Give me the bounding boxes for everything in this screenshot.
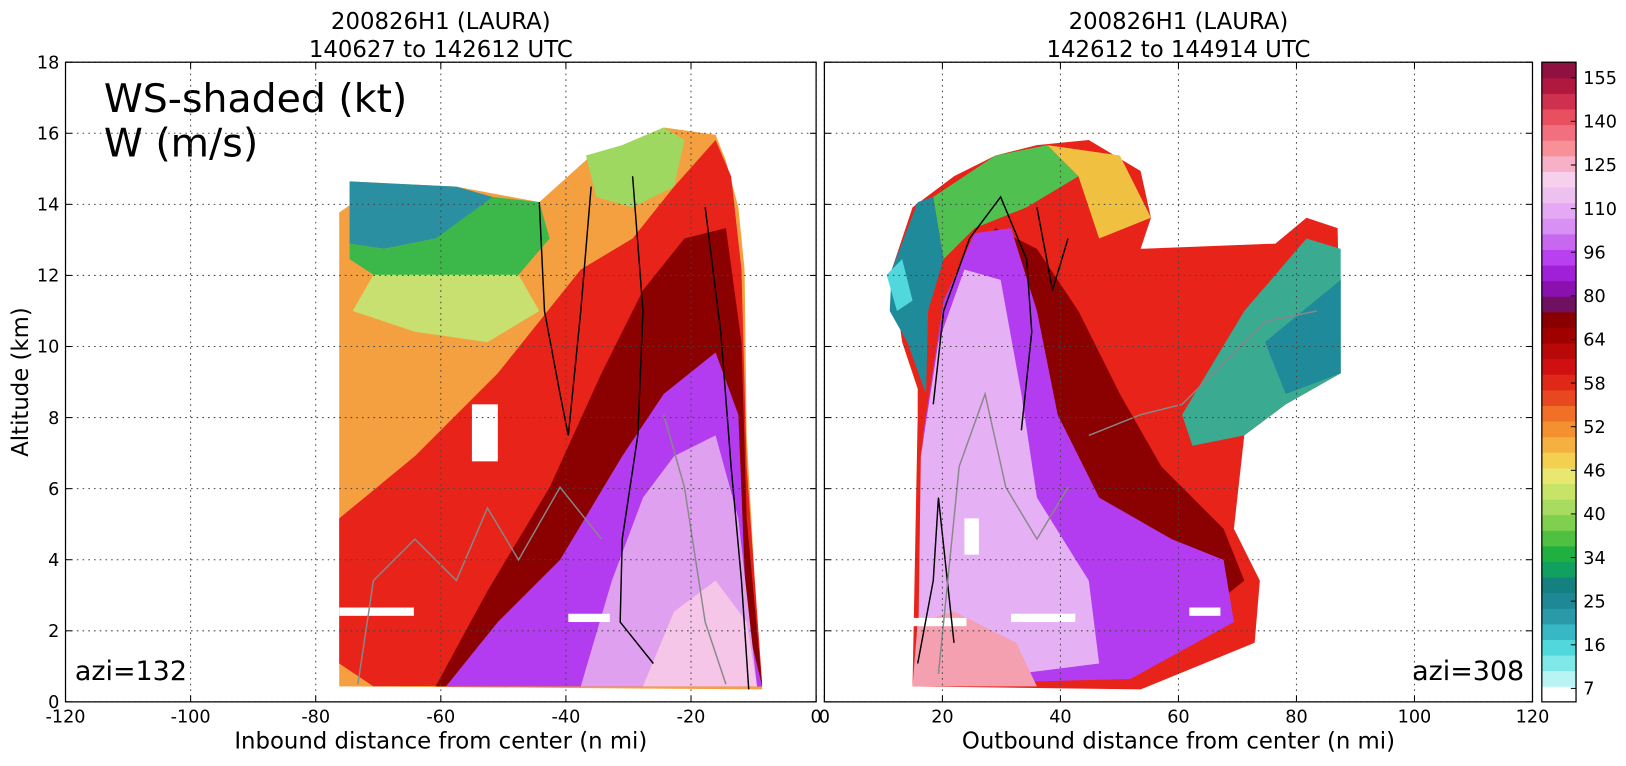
x-tick-label: -20 <box>677 708 706 728</box>
x-tick-label: 100 <box>1398 708 1432 728</box>
colorbar-tick-label: 155 <box>1583 69 1617 89</box>
y-tick-label: 8 <box>48 409 59 429</box>
colorbar-band <box>1541 202 1577 219</box>
colorbar-tick-label: 58 <box>1583 374 1605 394</box>
y-tick-label: 6 <box>48 480 59 500</box>
colorbar-band <box>1541 452 1577 469</box>
colorbar-band <box>1541 405 1577 422</box>
colorbar-band <box>1541 140 1577 157</box>
chart-subtitle: 142612 to 144914 UTC <box>1047 37 1311 63</box>
colorbar-band <box>1541 265 1577 282</box>
colorbar-band <box>1541 327 1577 344</box>
colorbar-band <box>1541 93 1577 110</box>
y-tick-label: 16 <box>37 124 59 144</box>
colorbar-band <box>1541 421 1577 438</box>
chart-subtitle: 140627 to 142612 UTC <box>309 37 573 63</box>
colorbar-band <box>1541 499 1577 516</box>
colorbar-band <box>1541 623 1577 640</box>
colorbar-tick-label: 46 <box>1583 462 1605 482</box>
colorbar-tick-label: 140 <box>1583 113 1617 133</box>
x-tick-label: -120 <box>46 708 86 728</box>
colorbar-band <box>1541 670 1577 687</box>
contour-label: W (m/s) <box>104 121 258 167</box>
colorbar-band <box>1541 514 1577 531</box>
x-tick-label: -80 <box>301 708 330 728</box>
colorbar-band <box>1541 187 1577 204</box>
colorbar-band <box>1541 592 1577 609</box>
x-tick-label: 0 <box>819 708 830 728</box>
colorbar-tick-label: 34 <box>1583 549 1605 569</box>
colorbar-band <box>1541 639 1577 656</box>
colorbar-tick-label: 52 <box>1583 418 1605 438</box>
y-tick-label: 0 <box>48 693 59 713</box>
field-label: WS-shaded (kt) <box>104 76 407 122</box>
contours <box>357 176 1317 690</box>
y-tick-label: 10 <box>37 338 59 358</box>
colorbar-band <box>1541 77 1577 94</box>
chart-title: 200826H1 (LAURA) <box>331 9 551 35</box>
colorbar-band <box>1541 296 1577 313</box>
chart-title: 200826H1 (LAURA) <box>1069 9 1289 35</box>
colorbar-tick-label: 25 <box>1583 592 1605 612</box>
x-tick-label: -100 <box>171 708 211 728</box>
y-tick-label: 12 <box>37 267 59 287</box>
colorbar-band <box>1541 249 1577 266</box>
plot-frame <box>64 61 817 703</box>
y-tick-label: 4 <box>48 551 59 571</box>
colorbar-band <box>1541 545 1577 562</box>
colorbar-band <box>1541 233 1577 250</box>
colorbar-band <box>1541 358 1577 375</box>
colorbar-band <box>1541 171 1577 188</box>
colorbar-band <box>1541 218 1577 235</box>
colorbar-band <box>1541 436 1577 453</box>
colorbar-band <box>1541 530 1577 547</box>
colorbar-band <box>1541 62 1577 79</box>
y-tick-label: 2 <box>48 622 59 642</box>
colorbar-band <box>1541 686 1577 703</box>
colorbar-tick-label: 125 <box>1583 156 1617 176</box>
x-tick-label: -40 <box>552 708 581 728</box>
x-axis-label: Inbound distance from center (n mi) <box>234 729 647 755</box>
x-tick-label: 0 <box>811 708 822 728</box>
colorbar-tick-label: 64 <box>1583 331 1605 351</box>
colorbar-tick-label: 16 <box>1583 636 1605 656</box>
colorbar-band <box>1541 280 1577 297</box>
colorbar-band <box>1541 343 1577 360</box>
colorbar-band <box>1541 655 1577 672</box>
colorbar-band <box>1541 311 1577 328</box>
x-tick-label: 60 <box>1167 708 1189 728</box>
colorbar-tick-label: 80 <box>1583 287 1605 307</box>
colorbar-band <box>1541 608 1577 625</box>
colorbar-band <box>1541 374 1577 391</box>
colorbar-band <box>1541 483 1577 500</box>
y-axis-label: Altitude (km) <box>8 307 34 457</box>
x-tick-label: 80 <box>1285 708 1307 728</box>
colorbar-band <box>1541 577 1577 594</box>
colorbar-tick-label: 40 <box>1583 505 1605 525</box>
colorbar-tick-label: 7 <box>1583 680 1594 700</box>
x-tick-label: -60 <box>426 708 455 728</box>
colorbar-band <box>1541 389 1577 406</box>
annotation: azi=308 <box>1412 656 1524 687</box>
x-tick-label: 20 <box>931 708 953 728</box>
x-tick-label: 40 <box>1049 708 1071 728</box>
colorbar-band <box>1541 467 1577 484</box>
y-tick-label: 14 <box>37 196 59 216</box>
x-tick-label: 120 <box>1516 708 1550 728</box>
colorbar-tick-label: 110 <box>1583 200 1617 220</box>
colorbar-band <box>1541 155 1577 172</box>
colorbar-band <box>1541 124 1577 141</box>
x-axis-label: Outbound distance from center (n mi) <box>962 729 1395 755</box>
annotation: azi=132 <box>75 656 187 687</box>
y-tick-label: 18 <box>37 53 59 73</box>
colorbar-frame <box>1541 61 1577 703</box>
plot-frame <box>823 61 1534 703</box>
colorbar-band <box>1541 561 1577 578</box>
colorbar-tick-label: 96 <box>1583 243 1605 263</box>
shaded-field <box>339 127 1341 690</box>
colorbar-band <box>1541 109 1577 126</box>
